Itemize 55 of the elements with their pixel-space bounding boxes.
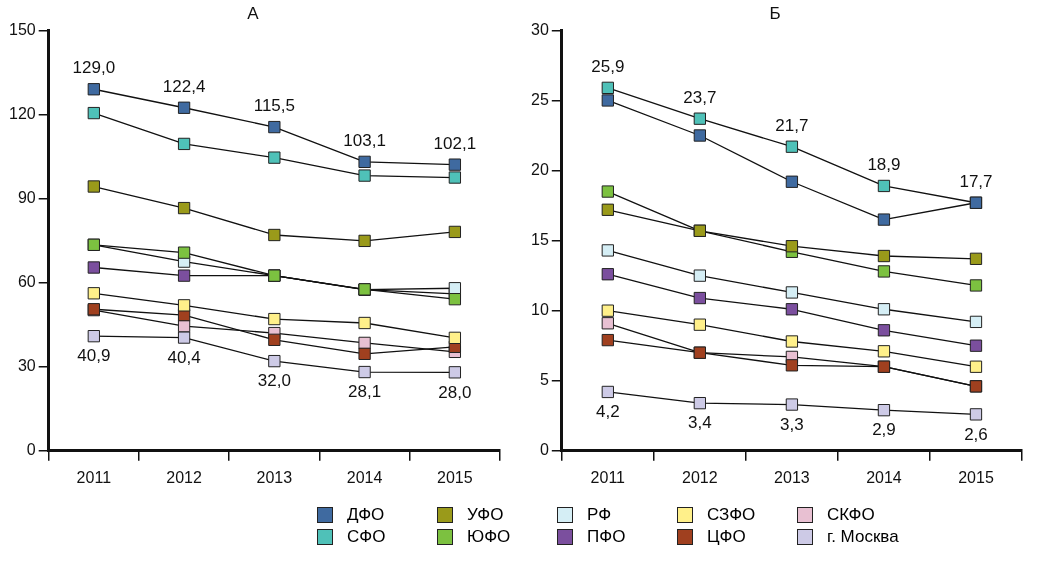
data-label: 122,4: [162, 76, 206, 96]
x-tick-label: 2014: [866, 468, 902, 486]
legend-label: СФО: [347, 527, 386, 547]
data-label: 21,7: [775, 115, 809, 135]
y-tick-label: 0: [26, 441, 36, 459]
data-label: 28,0: [438, 382, 472, 402]
data-label: 3,3: [780, 414, 804, 434]
x-tick-label: 2015: [437, 468, 473, 486]
data-label: 115,5: [253, 96, 295, 116]
data-label: 2,9: [872, 420, 896, 440]
data-label: 40,4: [167, 347, 201, 367]
y-tick-label: 25: [531, 90, 549, 108]
data-label: 17,7: [959, 171, 993, 191]
legend-label: ПФО: [587, 527, 626, 547]
y-tick-label: 90: [17, 188, 36, 206]
x-tick-label: 2013: [774, 468, 810, 486]
y-tick-label: 120: [8, 104, 36, 122]
y-tick-label: 30: [17, 357, 36, 375]
data-label: 25,9: [591, 57, 625, 77]
y-tick-label: 5: [539, 371, 549, 389]
x-tick-label: 2012: [166, 468, 202, 486]
data-label: 4,2: [596, 402, 620, 422]
y-tick-label: 30: [531, 20, 549, 38]
legend-label: РФ: [587, 505, 612, 525]
legend-label: г. Москва: [827, 527, 899, 547]
x-tick-label: 2015: [958, 468, 994, 486]
y-tick-label: 10: [531, 301, 549, 319]
legend-label: ЮФО: [467, 527, 511, 547]
y-tick-label: 0: [539, 441, 549, 459]
legend-label: СЗФО: [707, 505, 756, 525]
data-label: 129,0: [72, 58, 116, 78]
data-label: 28,1: [348, 382, 382, 402]
legend-label: УФО: [467, 505, 504, 525]
data-label: 18,9: [867, 155, 901, 175]
data-label: 32,0: [257, 371, 291, 391]
data-label: 3,4: [688, 413, 712, 433]
data-label: 103,1: [343, 131, 386, 151]
x-tick-label: 2011: [590, 468, 626, 486]
data-label: 2,6: [964, 424, 988, 444]
x-tick-label: 2011: [76, 468, 112, 486]
y-tick-label: 60: [17, 273, 36, 291]
x-tick-label: 2013: [256, 468, 293, 486]
chart-title: Б: [769, 3, 781, 23]
y-tick-label: 20: [531, 160, 549, 178]
y-tick-label: 15: [531, 231, 549, 249]
legend-label: ЦФО: [707, 527, 746, 547]
legend-label: СКФО: [827, 505, 875, 525]
legend-label: ДФО: [347, 505, 385, 525]
y-tick-label: 150: [8, 20, 36, 38]
chart-title: А: [247, 3, 260, 23]
x-tick-label: 2014: [346, 468, 383, 486]
data-label: 40,9: [77, 346, 111, 366]
x-tick-label: 2012: [682, 468, 718, 486]
data-label: 23,7: [683, 87, 717, 107]
data-label: 102,1: [433, 133, 477, 153]
